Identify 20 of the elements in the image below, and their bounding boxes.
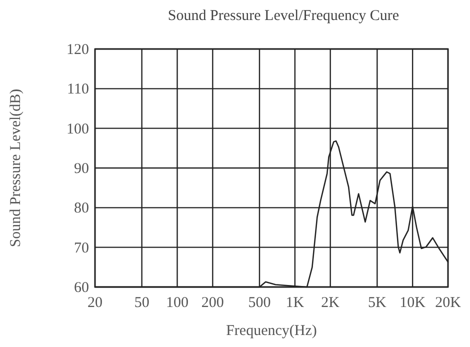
y-tick-label: 110 <box>67 82 89 98</box>
x-tick-label: 1K <box>286 295 304 311</box>
y-axis-title: Sound Pressure Level(dB) <box>8 88 24 248</box>
y-tick-label: 100 <box>66 121 89 138</box>
x-tick-label: 2K <box>321 295 340 311</box>
x-tick-label: 50 <box>134 295 150 311</box>
y-tick-label: 90 <box>74 161 89 177</box>
x-tick-label: 5K <box>368 295 386 311</box>
x-tick-label: 20K <box>435 295 462 311</box>
x-tick-label: 20 <box>88 295 102 311</box>
y-tick-label: 60 <box>74 280 89 296</box>
x-tick-label: 10K <box>400 295 426 311</box>
x-tick-label: 500 <box>248 295 271 311</box>
x-tick-label: 100 <box>166 295 188 311</box>
chart-title: Sound Pressure Level/Frequency Cure <box>168 8 400 24</box>
y-tick-label: 70 <box>74 240 89 256</box>
y-tick-label: 120 <box>66 42 89 58</box>
y-tick-label: 80 <box>74 200 89 217</box>
x-axis-title: Frequency(Hz) <box>226 323 317 339</box>
x-tick-label: 200 <box>201 295 224 311</box>
